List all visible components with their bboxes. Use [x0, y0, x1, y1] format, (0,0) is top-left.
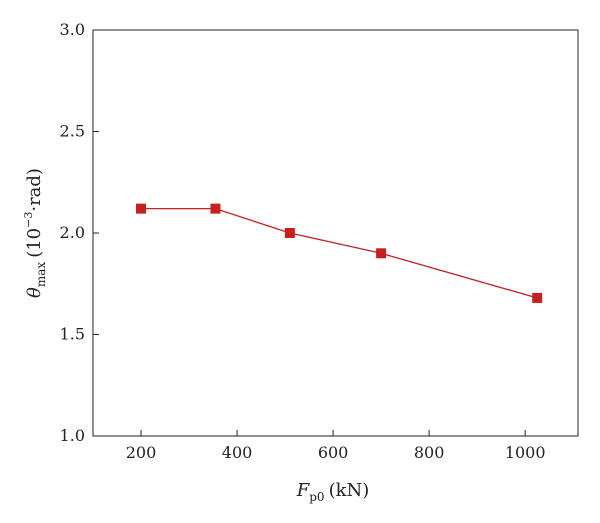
- x-axis-symbol: F: [296, 480, 311, 501]
- y-axis-unit-open: (10: [24, 228, 45, 258]
- x-tick-label: 200: [126, 443, 157, 462]
- data-point-marker: [136, 203, 147, 214]
- x-tick-label: 400: [222, 443, 253, 462]
- y-tick-label: 1.0: [60, 426, 85, 445]
- y-axis-subscript: max: [34, 262, 48, 288]
- plot-frame-border: [92, 29, 579, 437]
- y-tick-label: 2.5: [60, 122, 85, 141]
- y-axis-symbol: θ: [24, 287, 45, 298]
- x-axis-subscript: p0: [309, 490, 324, 504]
- x-axis-label: Fp0 (kN): [296, 480, 370, 504]
- data-point-marker: [284, 228, 295, 238]
- y-tick-label: 1.5: [60, 325, 85, 344]
- x-tick-label: 600: [318, 443, 349, 462]
- x-axis-unit: (kN): [329, 480, 370, 501]
- y-tick-label: 3.0: [60, 20, 85, 39]
- series-line: [141, 207, 538, 299]
- y-tick-label: 2.0: [60, 223, 85, 242]
- y-axis-label: θmax (10−3·rad): [22, 168, 48, 298]
- x-axis: 200 400 600 800 1000: [126, 430, 546, 462]
- data-point-marker: [210, 203, 221, 214]
- plot-frame: [92, 29, 579, 437]
- y-axis-unit-exponent: −3: [22, 212, 35, 228]
- x-tick-label: 800: [414, 443, 445, 462]
- data-point-marker: [532, 292, 543, 303]
- x-tick-label: 1000: [505, 443, 546, 462]
- y-axis: 1.0 1.5 2.0 2.5 3.0: [60, 20, 99, 445]
- series-layer: [136, 203, 543, 303]
- y-axis-unit-rest: ·rad): [24, 168, 45, 212]
- data-point-marker: [376, 248, 387, 259]
